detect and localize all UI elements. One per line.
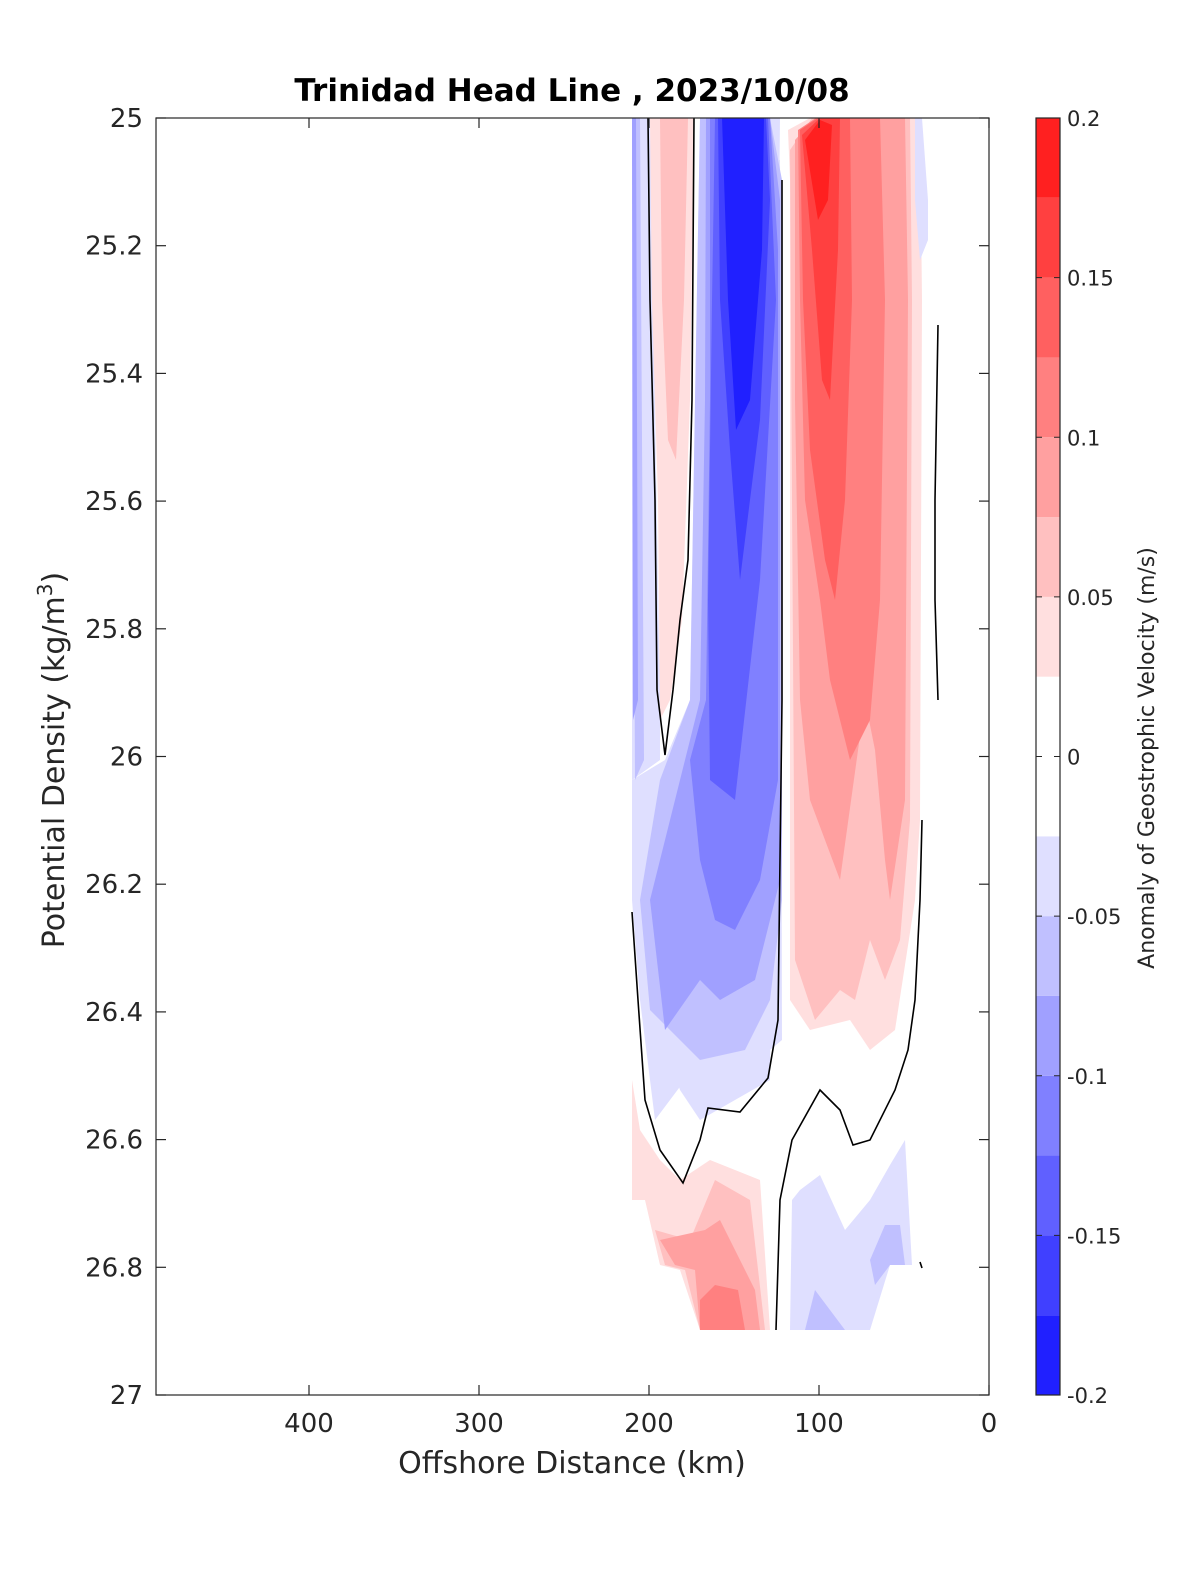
zero-contour-tick <box>919 1261 923 1269</box>
zero-contour-nearshore <box>775 819 923 1331</box>
y-axis-title-main: Potential Density (kg/m <box>37 596 72 948</box>
colorbar-swatch <box>1036 357 1060 438</box>
y-tick-label: 26.8 <box>85 1253 143 1283</box>
x-tick-label: 400 <box>284 1409 334 1439</box>
colorbar-swatch <box>1036 1315 1060 1395</box>
y-tick-label: 25 <box>110 104 143 134</box>
colorbar-swatch <box>1036 277 1060 358</box>
colorbar-swatch <box>1036 1235 1060 1316</box>
colorbar-swatch <box>1036 517 1060 597</box>
contour-pos-l7 <box>805 120 832 220</box>
zero-contour-coast <box>934 324 939 701</box>
contour-neg-edge2 <box>632 118 638 720</box>
colorbar-swatch <box>1036 916 1060 996</box>
colorbar-tick-label: 0.15 <box>1067 267 1114 291</box>
colorbar-swatch <box>1036 596 1060 677</box>
zero-contour-offshore <box>647 117 695 756</box>
colorbar-tick-label: -0.15 <box>1067 1224 1121 1248</box>
contour-neg-coast <box>915 118 928 260</box>
y-tick-label: 25.6 <box>85 487 143 517</box>
contour-deep-pos-l4 <box>700 1285 745 1330</box>
zero-contours <box>631 117 939 1331</box>
y-tick-label: 27 <box>110 1381 143 1411</box>
x-tick-label: 100 <box>794 1409 844 1439</box>
contour-pos-strip2 <box>660 118 688 460</box>
y-axis-title-sup: 3 <box>33 583 57 596</box>
x-axis: 400 300 200 100 0 <box>284 118 997 1439</box>
y-axis: 25 25.2 25.4 25.6 25.8 26 26.2 26.4 26.6 26.8 27 <box>85 104 989 1411</box>
x-tick-label: 0 <box>981 1409 998 1439</box>
x-tick-label: 200 <box>624 1409 674 1439</box>
contour-deep-neg-l1 <box>790 1140 912 1330</box>
y-tick-label: 25.4 <box>85 359 143 389</box>
y-tick-label: 25.8 <box>85 615 143 645</box>
x-axis-title: Offshore Distance (km) <box>398 1446 746 1481</box>
colorbar-swatch <box>1036 197 1060 278</box>
colorbar-tick-label: 0.05 <box>1067 586 1114 610</box>
colorbar-tick-label: 0.2 <box>1067 107 1100 131</box>
colorbar-swatch <box>1036 437 1060 518</box>
colorbar-tick-label: 0.1 <box>1067 426 1100 450</box>
contour-pos-l6 <box>802 118 840 400</box>
x-tick-label: 300 <box>454 1409 504 1439</box>
y-tick-label: 26.4 <box>85 998 143 1028</box>
y-axis-title: Potential Density (kg/m3) <box>33 572 72 948</box>
y-axis-title-close: ) <box>37 572 72 584</box>
colorbar-swatch <box>1036 995 1060 1076</box>
colorbar-tick-label: -0.2 <box>1067 1384 1108 1408</box>
chart-title: Trinidad Head Line , 2023/10/08 <box>294 73 849 109</box>
colorbar-tick-label: -0.05 <box>1067 905 1121 929</box>
contour-neg-l7 <box>722 118 764 430</box>
colorbar-swatch <box>1036 1075 1060 1156</box>
colorbar-swatch <box>1036 836 1060 917</box>
colorbar: 0.2 0.15 0.1 0.05 0 -0.05 -0.1 -0.15 -0.2 <box>1035 107 1121 1408</box>
colorbar-tick-label: 0 <box>1067 746 1080 770</box>
contour-fills <box>632 118 928 1330</box>
y-tick-label: 26 <box>110 743 143 773</box>
colorbar-tick-label: -0.1 <box>1067 1065 1108 1089</box>
y-tick-label: 25.2 <box>85 232 143 262</box>
zero-contour-inner <box>631 180 783 1185</box>
colorbar-swatch <box>1036 1155 1060 1236</box>
y-tick-label: 26.2 <box>85 870 143 900</box>
contour-deep-neg-l2 <box>805 1225 905 1330</box>
colorbar-swatch <box>1036 118 1060 198</box>
y-tick-label: 26.6 <box>85 1126 143 1156</box>
colorbar-title: Anomaly of Geostrophic Velocity (m/s) <box>1135 547 1160 969</box>
